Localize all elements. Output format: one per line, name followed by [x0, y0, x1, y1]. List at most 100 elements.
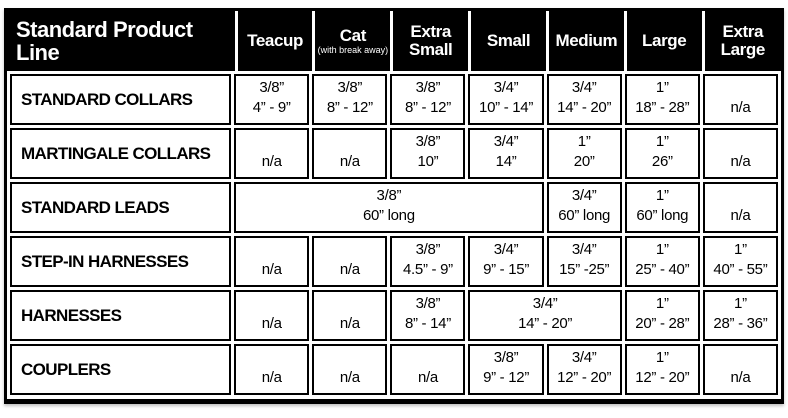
cell-line: n/a	[339, 369, 360, 386]
cell-line: n/a	[261, 315, 282, 332]
column-header-cat: Cat (with break away)	[312, 11, 392, 71]
column-header-extra-small: Extra Small	[390, 11, 470, 71]
header-row: Standard Product Line Teacup Cat (with b…	[7, 11, 781, 71]
cell-line: 8” - 12”	[404, 99, 451, 116]
cell-line: 1”	[655, 187, 669, 204]
column-label: Extra Large	[720, 22, 766, 59]
size-cell: 1” 12” - 20”	[624, 344, 700, 395]
row-label: STANDARD LEADS	[10, 182, 232, 233]
cell-line: 14” - 20”	[518, 315, 573, 332]
size-cell: 3/8” 10”	[390, 128, 466, 179]
column-header-large: Large	[623, 11, 704, 71]
row-label: STANDARD COLLARS	[10, 74, 232, 125]
table-body: STANDARD COLLARS 3/8” 4” - 9” 3/8” 8” - 12” 3…	[10, 74, 778, 395]
table-row: STANDARD LEADS 3/8” 60” long 3/4” 60” long 1”…	[10, 182, 778, 233]
size-cell: 3/4” 12” - 20”	[546, 344, 622, 395]
cell-line: 3/4”	[571, 79, 597, 96]
na-cell: n/a	[702, 182, 778, 233]
cell-line: 20” - 28”	[635, 315, 690, 332]
cell-line: n/a	[339, 153, 360, 170]
cell-line: 1”	[655, 79, 669, 96]
cell-line: n/a	[339, 315, 360, 332]
cell-line: n/a	[730, 369, 751, 386]
product-line-table: Standard Product Line Teacup Cat (with b…	[4, 8, 784, 404]
size-cell: 1” 20” - 28”	[624, 290, 700, 341]
cell-line: 1”	[655, 133, 669, 150]
cell-line: 3/8”	[415, 133, 441, 150]
cell-line: 4.5” - 9”	[403, 261, 453, 278]
cell-line: 3/4”	[493, 133, 519, 150]
na-cell: n/a	[312, 128, 388, 179]
size-cell: 3/8” 60” long	[234, 182, 544, 233]
row-label: STEP-IN HARNESSES	[10, 236, 232, 287]
na-cell: n/a	[234, 344, 310, 395]
na-cell: n/a	[234, 236, 310, 287]
size-cell: 1” 60” long	[624, 182, 700, 233]
cell-line: n/a	[339, 261, 360, 278]
size-cell: 3/8” 8” - 12”	[312, 74, 388, 125]
cell-line: n/a	[730, 207, 751, 224]
table-title: Standard Product Line	[7, 11, 237, 71]
cell-line: 3/8”	[376, 187, 402, 204]
column-header-extra-large: Extra Large	[701, 11, 781, 71]
cell-line: 18” - 28”	[635, 99, 690, 116]
na-cell: n/a	[312, 236, 388, 287]
size-cell: 3/8” 9” - 12”	[468, 344, 544, 395]
na-cell: n/a	[702, 74, 778, 125]
size-cell: 3/8” 4.5” - 9”	[390, 236, 466, 287]
na-cell: n/a	[234, 290, 310, 341]
size-cell: 3/4” 60” long	[546, 182, 622, 233]
cell-line: 60” long	[362, 207, 415, 224]
cell-line: n/a	[261, 369, 282, 386]
cell-line: 1”	[655, 295, 669, 312]
size-cell: 3/4” 14”	[468, 128, 544, 179]
cell-line: n/a	[730, 153, 751, 170]
cell-line: 40” - 55”	[713, 261, 768, 278]
size-cell: 3/8” 4” - 9”	[234, 74, 310, 125]
cell-line: 12” - 20”	[557, 369, 612, 386]
cell-line: n/a	[417, 369, 438, 386]
size-cell: 3/4” 15” -25”	[546, 236, 622, 287]
cell-line: 3/4”	[571, 241, 597, 258]
column-sublabel: (with break away)	[317, 44, 389, 55]
column-label: Extra Small	[409, 22, 453, 59]
cell-line: 25” - 40”	[635, 261, 690, 278]
size-cell: 1” 26”	[624, 128, 700, 179]
cell-line: 4” - 9”	[252, 99, 291, 116]
table-row: HARNESSES n/a n/a 3/8” 8” - 14” 3/4” 14” - 20”…	[10, 290, 778, 341]
row-label: HARNESSES	[10, 290, 232, 341]
size-cell: 3/4” 10” - 14”	[468, 74, 544, 125]
row-label: MARTINGALE COLLARS	[10, 128, 232, 179]
cell-line: 28” - 36”	[713, 315, 768, 332]
cell-line: 26”	[651, 153, 673, 170]
cell-line: n/a	[261, 261, 282, 278]
column-label: Medium	[555, 31, 618, 51]
na-cell: n/a	[312, 290, 388, 341]
size-cell: 3/4” 14” - 20”	[468, 290, 622, 341]
na-cell: n/a	[702, 128, 778, 179]
cell-line: 10”	[417, 153, 439, 170]
cell-line: 3/8”	[259, 79, 284, 96]
column-header-teacup: Teacup	[234, 11, 314, 71]
cell-line: 3/4”	[571, 187, 597, 204]
na-cell: n/a	[390, 344, 466, 395]
cell-line: 14” - 20”	[557, 99, 612, 116]
cell-line: 1”	[577, 133, 591, 150]
size-cell: 3/8” 8” - 12”	[390, 74, 466, 125]
cell-line: 15” -25”	[559, 261, 610, 278]
cell-line: 3/8”	[337, 79, 363, 96]
cell-line: 20”	[573, 153, 595, 170]
na-cell: n/a	[234, 128, 310, 179]
cell-line: 60” long	[558, 207, 611, 224]
size-cell: 1” 40” - 55”	[702, 236, 778, 287]
cell-line: 14”	[495, 153, 517, 170]
size-cell: 3/4” 14” - 20”	[546, 74, 622, 125]
size-cell: 1” 25” - 40”	[624, 236, 700, 287]
cell-line: 3/8”	[415, 295, 441, 312]
table-row: MARTINGALE COLLARS n/a n/a 3/8” 10” 3/4” 14” 1”…	[10, 128, 778, 179]
cell-line: 1”	[655, 349, 669, 366]
cell-line: 3/8”	[415, 79, 441, 96]
table-row: STANDARD COLLARS 3/8” 4” - 9” 3/8” 8” - 12” 3…	[10, 74, 778, 125]
cell-line: 8” - 14”	[404, 315, 451, 332]
cell-line: n/a	[261, 153, 282, 170]
